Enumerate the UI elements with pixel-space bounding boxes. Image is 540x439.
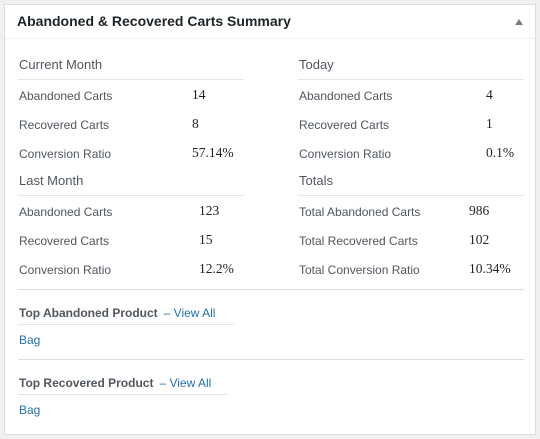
- stat-row: Recovered Carts 8: [18, 109, 244, 138]
- stat-row: Abandoned Carts 14: [18, 80, 244, 109]
- stat-label: Abandoned Carts: [19, 89, 113, 103]
- stat-value: 123: [199, 203, 220, 218]
- stat-value: 0.1%: [486, 145, 515, 160]
- top-abandoned-header: Top Abandoned Product – View All: [19, 306, 215, 320]
- stat-row: Recovered Carts 1: [298, 109, 524, 138]
- top-abandoned-title: Top Abandoned Product: [19, 306, 158, 320]
- stat-row: Total Conversion Ratio 10.34%: [298, 254, 524, 283]
- collapse-arrow-icon[interactable]: [515, 19, 523, 25]
- stat-label: Abandoned Carts: [299, 89, 393, 103]
- stat-value: 8: [192, 116, 199, 131]
- stat-value: 12.2%: [199, 261, 234, 276]
- stat-row: Recovered Carts 15: [18, 225, 244, 254]
- section-heading: Last Month: [18, 170, 244, 196]
- stat-row: Conversion Ratio 0.1%: [298, 138, 524, 167]
- top-recovered-view-all-link[interactable]: – View All: [159, 376, 212, 390]
- section-divider: [18, 289, 524, 290]
- stat-value: 10.34%: [469, 261, 511, 276]
- stat-label: Abandoned Carts: [19, 205, 113, 219]
- header-underline: [18, 394, 228, 395]
- section-divider: [18, 359, 524, 360]
- today-section: Today Abandoned Carts 4 Recovered Carts …: [298, 54, 524, 167]
- stat-label: Total Conversion Ratio: [299, 263, 420, 277]
- stat-row: Total Recovered Carts 102: [298, 225, 524, 254]
- stat-value: 15: [199, 232, 213, 247]
- stat-value: 57.14%: [192, 145, 234, 160]
- stat-row: Abandoned Carts 123: [18, 196, 244, 225]
- section-heading: Today: [298, 54, 524, 80]
- top-abandoned-view-all-link[interactable]: – View All: [163, 306, 216, 320]
- stat-label: Total Recovered Carts: [299, 234, 418, 248]
- stat-value: 1: [486, 116, 493, 131]
- top-recovered-title: Top Recovered Product: [19, 376, 154, 390]
- stat-value: 4: [486, 87, 493, 102]
- stat-row: Abandoned Carts 4: [298, 80, 524, 109]
- widget-title: Abandoned & Recovered Carts Summary: [17, 13, 291, 29]
- stat-label: Conversion Ratio: [299, 147, 392, 161]
- header-underline: [18, 324, 234, 325]
- stat-row: Conversion Ratio 12.2%: [18, 254, 244, 283]
- stat-label: Recovered Carts: [19, 118, 110, 132]
- stat-label: Conversion Ratio: [19, 263, 112, 277]
- stat-value: 14: [192, 87, 206, 102]
- carts-summary-widget: Abandoned & Recovered Carts Summary Curr…: [4, 4, 536, 435]
- current-month-section: Current Month Abandoned Carts 14 Recover…: [18, 54, 244, 167]
- section-heading: Current Month: [18, 54, 244, 80]
- stat-label: Recovered Carts: [19, 234, 110, 248]
- top-abandoned-product-link[interactable]: Bag: [19, 333, 41, 347]
- stat-label: Recovered Carts: [299, 118, 390, 132]
- totals-section: Totals Total Abandoned Carts 986 Total R…: [298, 170, 524, 283]
- last-month-section: Last Month Abandoned Carts 123 Recovered…: [18, 170, 244, 283]
- stat-value: 986: [469, 203, 490, 218]
- stat-label: Conversion Ratio: [19, 147, 112, 161]
- stat-value: 102: [469, 232, 490, 247]
- stat-row: Total Abandoned Carts 986: [298, 196, 524, 225]
- stat-row: Conversion Ratio 57.14%: [18, 138, 244, 167]
- top-recovered-header: Top Recovered Product – View All: [19, 376, 211, 390]
- stat-label: Total Abandoned Carts: [299, 205, 421, 219]
- top-recovered-product-link[interactable]: Bag: [19, 403, 41, 417]
- section-heading: Totals: [298, 170, 524, 196]
- widget-header: Abandoned & Recovered Carts Summary: [5, 5, 535, 39]
